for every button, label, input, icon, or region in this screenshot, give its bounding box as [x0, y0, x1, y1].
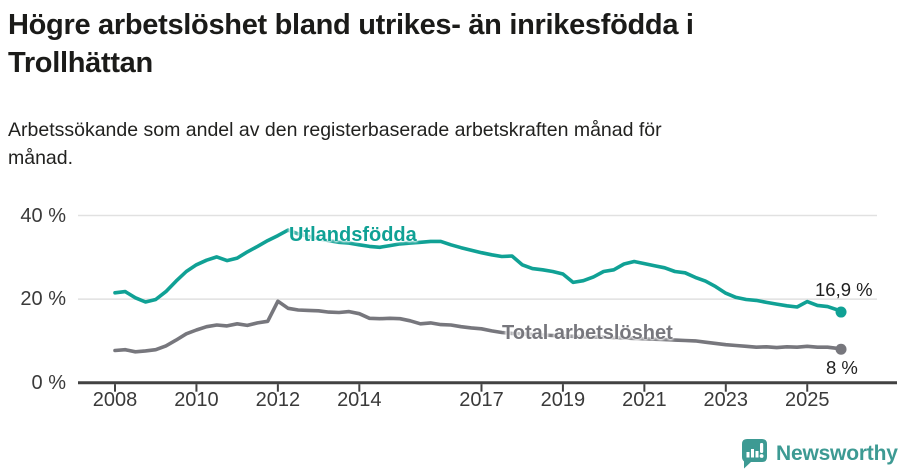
newsworthy-logo-text: Newsworthy — [776, 441, 898, 465]
x-axis-tick-label: 2010 — [174, 389, 219, 411]
x-axis-tick-label: 2023 — [703, 389, 749, 411]
series-end-dot-1 — [835, 343, 847, 355]
chart-title-line2: Trollhättan — [8, 47, 153, 79]
chart-subtitle: Arbetssökande som andel av den registerb… — [8, 116, 848, 172]
x-axis-tick-label: 2021 — [622, 389, 667, 411]
chart-subtitle-line1: Arbetssökande som andel av den registerb… — [8, 119, 662, 141]
x-axis-tick-label: 2014 — [337, 389, 382, 411]
newsworthy-logo: Newsworthy — [741, 438, 898, 469]
series-end-dot-0 — [835, 306, 847, 318]
end-value-label-total: 8 % — [826, 357, 858, 378]
x-axis-tick-label: 2008 — [92, 389, 138, 411]
chart-subtitle-line2: månad. — [8, 147, 74, 169]
x-axis-tick-label: 2017 — [459, 389, 504, 411]
y-axis-tick-label: 20 % — [20, 288, 66, 311]
x-axis-tick-label: 2025 — [784, 389, 830, 411]
series-label-total-arbetsloshet: Total arbetslöshet — [502, 322, 673, 344]
series-line-1 — [113, 299, 843, 354]
bar-chart-bubble-icon — [742, 439, 767, 469]
chart-title: Högre arbetslöshet bland utrikes- än inr… — [8, 6, 878, 82]
series-label-utlandsfodda: Utlandsfödda — [289, 224, 417, 246]
chart-title-line1: Högre arbetslöshet bland utrikes- än inr… — [8, 9, 694, 41]
y-axis-tick-label: 40 % — [20, 204, 66, 227]
x-axis-tick-label: 2012 — [255, 389, 301, 411]
y-axis-tick-label: 0 % — [31, 371, 66, 394]
x-axis-tick-label: 2019 — [540, 389, 586, 411]
end-value-label-utlandsfodda: 16,9 % — [815, 279, 873, 300]
series-line-0 — [113, 228, 843, 314]
